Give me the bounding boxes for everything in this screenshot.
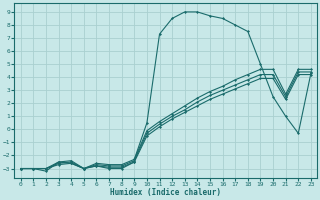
X-axis label: Humidex (Indice chaleur): Humidex (Indice chaleur): [110, 188, 221, 197]
